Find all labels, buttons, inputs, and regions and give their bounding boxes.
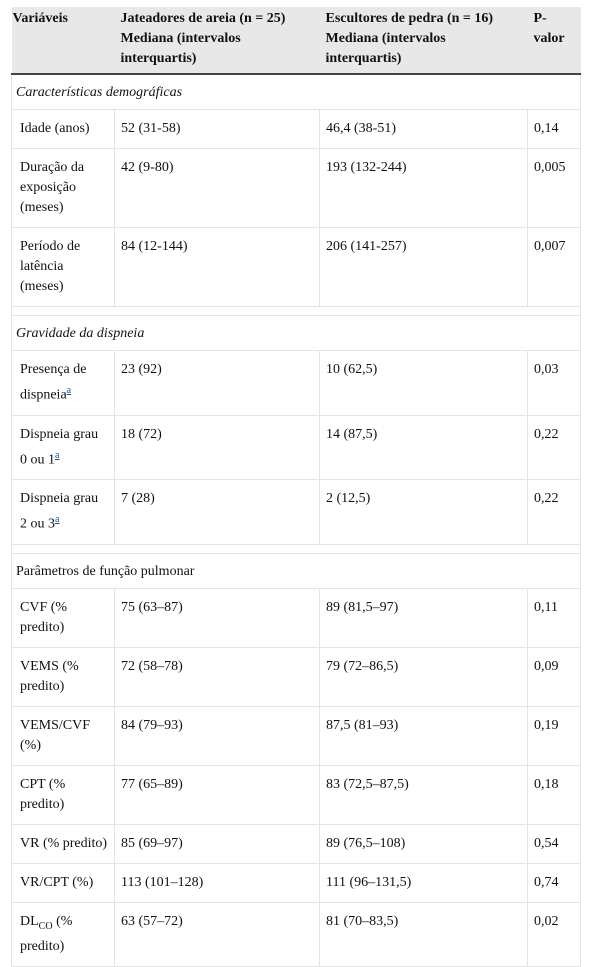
cell-escultores: 81 (70–83,5) <box>319 902 528 967</box>
cell-jateadores: 113 (101–128) <box>114 863 320 903</box>
table-row: Idade (anos) 52 (31-58) 46,4 (38-51) 0,1… <box>11 109 581 149</box>
cell-escultores: 89 (76,5–108) <box>319 824 528 864</box>
table-row: VR/CPT (%) 113 (101–128) 111 (96–131,5) … <box>11 863 581 903</box>
cell-escultores: 2 (12,5) <box>319 479 528 545</box>
row-label: Dispneia grau 2 ou 3 <box>20 491 99 532</box>
footnote-link[interactable]: a <box>66 385 72 396</box>
cell-p: 0,02 <box>527 902 581 967</box>
cell-escultores: 206 (141-257) <box>319 227 528 307</box>
table-row: VEMS/CVF (%) 84 (79–93) 87,5 (81–93) 0,1… <box>11 706 581 766</box>
row-label: Presença de dispneia <box>20 362 87 403</box>
cell-p: 0,007 <box>527 227 581 307</box>
row-label: Dispneia grau 0 ou 1 <box>20 426 99 468</box>
cell-p: 0,03 <box>527 350 581 416</box>
header-escultores: Escultores de pedra (n = 16) Mediana (in… <box>319 7 528 75</box>
cell-jateadores: 72 (58–78) <box>114 647 320 707</box>
spacer-row <box>11 544 581 554</box>
cell-escultores: 46,4 (38-51) <box>319 109 528 149</box>
table-row: CPT (% predito) 77 (65–89) 83 (72,5–87,5… <box>11 765 581 825</box>
footnote-link[interactable]: a <box>55 514 60 526</box>
cell-jateadores: 23 (92) <box>114 350 320 416</box>
cell-escultores: 87,5 (81–93) <box>319 706 528 766</box>
table-header-row: Variáveis Jateadores de areia (n = 25) M… <box>11 7 581 75</box>
row-label: Duração da exposição (meses) <box>20 160 85 215</box>
cell-p: 0,22 <box>527 479 581 545</box>
table-row: VR (% predito) 85 (69–97) 89 (76,5–108) … <box>11 824 581 864</box>
section-dyspnea: Gravidade da dispneia <box>11 315 581 351</box>
cell-p: 0,09 <box>527 647 581 707</box>
cell-jateadores: 42 (9-80) <box>114 148 320 228</box>
row-label: VEMS (% predito) <box>20 658 79 694</box>
cell-p: 0,74 <box>527 863 581 903</box>
table-row: Dispneia grau 0 ou 1a 18 (72) 14 (87,5) … <box>11 415 581 481</box>
row-label: VEMS/CVF (%) <box>20 717 91 753</box>
table-row: VEMS (% predito) 72 (58–78) 79 (72–86,5)… <box>11 647 581 707</box>
header-variaveis: Variáveis <box>11 7 115 75</box>
cell-jateadores: 75 (63–87) <box>114 588 320 648</box>
cell-jateadores: 77 (65–89) <box>114 765 320 825</box>
row-label: CPT (% predito) <box>20 776 66 812</box>
footnote-link[interactable]: a <box>55 449 60 461</box>
cell-escultores: 83 (72,5–87,5) <box>319 765 528 825</box>
cell-escultores: 10 (62,5) <box>319 350 528 416</box>
row-label: DLCO (% predito) <box>20 913 73 954</box>
cell-jateadores: 7 (28) <box>114 479 320 545</box>
section-row: Parâmetros de função pulmonar <box>11 553 581 589</box>
row-label: CVF (% predito) <box>20 599 68 635</box>
header-p-valor: P-valor <box>527 7 581 75</box>
row-label: Período de latência (meses) <box>20 239 81 294</box>
spacer-row <box>11 306 581 316</box>
cell-p: 0,11 <box>527 588 581 648</box>
cell-escultores: 14 (87,5) <box>319 415 528 481</box>
cell-jateadores: 84 (12-144) <box>114 227 320 307</box>
row-label: VR (% predito) <box>20 835 108 851</box>
table-row: Presença de dispneiaa 23 (92) 10 (62,5) … <box>11 350 581 416</box>
section-row: Características demográficas <box>11 74 581 110</box>
cell-escultores: 193 (132-244) <box>319 148 528 228</box>
cell-p: 0,18 <box>527 765 581 825</box>
cell-escultores: 79 (72–86,5) <box>319 647 528 707</box>
cell-jateadores: 63 (57–72) <box>114 902 320 967</box>
results-table: Variáveis Jateadores de areia (n = 25) M… <box>11 7 581 967</box>
row-label: Idade (anos) <box>20 121 90 136</box>
table-row: DLCO (% predito) 63 (57–72) 81 (70–83,5)… <box>11 902 581 967</box>
cell-escultores: 111 (96–131,5) <box>319 863 528 903</box>
header-jateadores: Jateadores de areia (n = 25) Mediana (in… <box>114 7 320 75</box>
cell-jateadores: 85 (69–97) <box>114 824 320 864</box>
table-row: CVF (% predito) 75 (63–87) 89 (81,5–97) … <box>11 588 581 648</box>
cell-p: 0,005 <box>527 148 581 228</box>
cell-p: 0,22 <box>527 415 581 481</box>
cell-jateadores: 18 (72) <box>114 415 320 481</box>
row-label: VR/CPT (%) <box>20 874 94 890</box>
cell-p: 0,19 <box>527 706 581 766</box>
table-row: Período de latência (meses) 84 (12-144) … <box>11 227 581 307</box>
section-demographics: Características demográficas <box>11 74 581 110</box>
section-row: Gravidade da dispneia <box>11 315 581 351</box>
section-lung-function: Parâmetros de função pulmonar <box>11 553 581 589</box>
cell-p: 0,54 <box>527 824 581 864</box>
cell-escultores: 89 (81,5–97) <box>319 588 528 648</box>
cell-p: 0,14 <box>527 109 581 149</box>
table-row: Dispneia grau 2 ou 3a 7 (28) 2 (12,5) 0,… <box>11 479 581 545</box>
table-row: Duração da exposição (meses) 42 (9-80) 1… <box>11 148 581 228</box>
cell-jateadores: 84 (79–93) <box>114 706 320 766</box>
cell-jateadores: 52 (31-58) <box>114 109 320 149</box>
